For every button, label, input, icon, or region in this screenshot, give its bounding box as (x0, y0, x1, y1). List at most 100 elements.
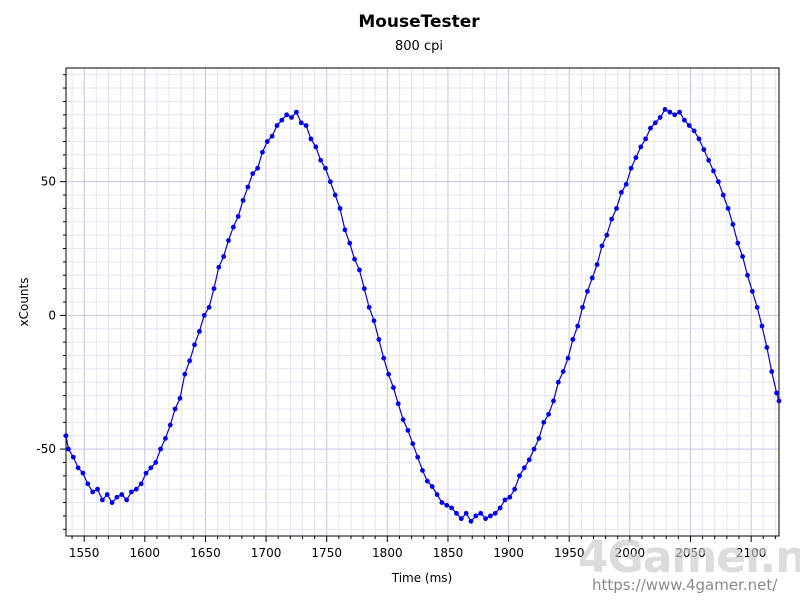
data-point (701, 147, 707, 152)
data-point (158, 446, 163, 452)
data-point (623, 181, 629, 187)
watermark-url: https://www.4gamer.net/ (592, 576, 778, 594)
data-point (289, 115, 294, 120)
data-point (463, 510, 469, 516)
data-point (284, 112, 290, 118)
data-point (429, 484, 435, 489)
data-point (580, 304, 585, 310)
data-point (230, 224, 236, 230)
data-point (327, 179, 333, 185)
y-axis-label: xCounts (17, 278, 31, 327)
data-point (531, 446, 537, 452)
data-point (352, 256, 357, 262)
series-layer (63, 107, 782, 524)
data-point (628, 165, 634, 171)
data-point (609, 216, 615, 222)
data-point (269, 133, 275, 139)
data-point (444, 502, 450, 508)
data-point (148, 465, 154, 471)
data-point (492, 510, 498, 516)
data-point (264, 139, 270, 144)
data-point (706, 157, 712, 163)
x-tick-label: 1850 (433, 546, 464, 560)
data-point (434, 492, 440, 497)
data-point (90, 489, 96, 495)
data-point (575, 323, 581, 329)
data-point (395, 401, 401, 407)
x-tick-label: 1800 (372, 546, 403, 560)
data-point (546, 411, 552, 417)
data-point (405, 427, 411, 433)
data-point (192, 342, 197, 348)
data-point (560, 369, 566, 374)
data-point (357, 267, 362, 273)
data-point (570, 337, 576, 342)
data-point (216, 264, 222, 270)
data-point (648, 125, 653, 131)
data-point (298, 120, 304, 126)
data-point (390, 385, 396, 390)
data-point (187, 358, 193, 364)
data-point (749, 288, 755, 294)
y-tick-label: 0 (48, 308, 56, 322)
data-point (114, 494, 120, 500)
data-point (347, 240, 353, 246)
data-point (677, 109, 682, 115)
data-point (381, 355, 387, 361)
data-point (279, 117, 285, 123)
data-point (502, 497, 508, 503)
data-point (776, 398, 782, 404)
data-point (308, 136, 314, 142)
data-point (80, 470, 86, 476)
watermark-logo: 4Gamer.net (578, 532, 800, 583)
data-point (638, 144, 644, 150)
data-point (720, 192, 726, 198)
watermark: 4Gamer.net https://www.4gamer.net/ (578, 532, 800, 594)
data-point (201, 312, 207, 318)
data-point (177, 395, 183, 401)
data-point (764, 345, 770, 350)
data-point (774, 390, 779, 396)
data-point (206, 304, 212, 310)
data-point (735, 240, 741, 246)
axis-ticks: 1550 1600 1650 1700 1750 1800 1850 1900 1950 2000… (36, 74, 776, 560)
x-tick-label: 1650 (190, 546, 221, 560)
data-point (769, 369, 775, 374)
data-point (240, 197, 246, 203)
data-point (565, 355, 571, 361)
data-point (652, 120, 658, 126)
data-point (657, 115, 663, 120)
data-point (507, 494, 513, 500)
y-tick-label: -50 (36, 442, 56, 456)
x-tick-label: 1950 (554, 546, 585, 560)
data-point (293, 109, 299, 115)
data-point (551, 398, 556, 404)
data-point (633, 155, 639, 160)
data-point (420, 468, 425, 473)
x-tick-label: 1900 (493, 546, 524, 560)
data-point (386, 371, 391, 377)
data-point (70, 454, 76, 460)
data-point (75, 465, 81, 471)
data-point (536, 435, 542, 441)
data-point (667, 109, 673, 115)
data-point (245, 184, 251, 190)
data-point (618, 189, 624, 195)
data-point (104, 492, 110, 497)
data-point (260, 149, 265, 155)
data-point (541, 419, 547, 425)
x-tick-label: 1750 (311, 546, 342, 560)
data-point (662, 107, 668, 112)
data-point (337, 206, 343, 211)
data-point (85, 481, 91, 487)
data-point (589, 275, 595, 281)
data-point (745, 272, 750, 278)
data-point (361, 286, 367, 292)
data-point (226, 238, 231, 243)
data-point (376, 337, 382, 342)
data-point (235, 214, 241, 219)
data-point (323, 165, 328, 171)
data-point (109, 500, 115, 505)
data-point (410, 441, 416, 447)
data-point (711, 168, 716, 174)
